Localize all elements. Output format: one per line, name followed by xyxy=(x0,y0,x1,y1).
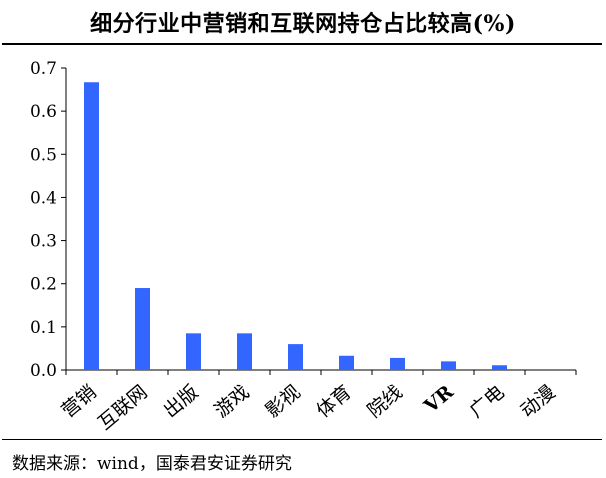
bar-4 xyxy=(288,344,303,370)
x-tick-label: 动漫 xyxy=(516,381,559,422)
bar-3 xyxy=(237,333,252,370)
x-tick-label: 互联网 xyxy=(94,381,152,435)
x-tick-label: 游戏 xyxy=(210,381,253,422)
title-divider xyxy=(2,43,602,45)
x-tick-label: 出版 xyxy=(159,381,202,422)
x-tick-label: 院线 xyxy=(363,381,406,422)
bar-8 xyxy=(492,365,507,370)
x-tick-label: 体育 xyxy=(312,381,355,422)
x-tick-label: 影视 xyxy=(261,381,304,422)
chart-title: 细分行业中营销和互联网持仓占比较高(%) xyxy=(90,11,516,37)
bar-5 xyxy=(339,355,354,370)
bar-7 xyxy=(441,361,456,370)
x-tick-label: VR xyxy=(419,381,457,418)
y-tick-label: 0.5 xyxy=(30,145,57,165)
y-tick-label: 0.6 xyxy=(30,102,57,122)
y-tick-label: 0.0 xyxy=(30,361,57,381)
footer-divider xyxy=(2,439,602,440)
bar-6 xyxy=(390,357,405,370)
bar-0 xyxy=(84,82,99,370)
y-tick-label: 0.1 xyxy=(30,318,57,338)
y-tick-label: 0.2 xyxy=(30,275,57,295)
bar-1 xyxy=(135,288,150,370)
bar-2 xyxy=(186,333,201,370)
source-note: 数据来源：wind，国泰君安证券研究 xyxy=(12,454,292,474)
y-tick-label: 0.3 xyxy=(30,232,57,252)
y-tick-label: 0.4 xyxy=(30,188,57,208)
x-tick-label: 广电 xyxy=(465,381,508,422)
y-tick-label: 0.7 xyxy=(30,59,57,79)
